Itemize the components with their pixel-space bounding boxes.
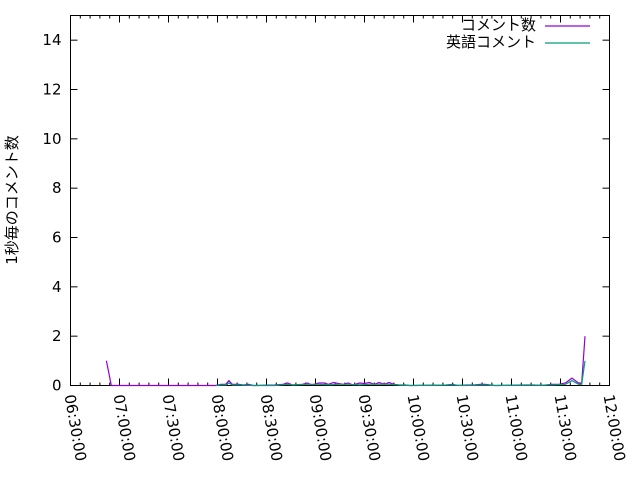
legend: コメント数 英語コメント: [446, 16, 590, 51]
x-tick-label: 10:30:00: [453, 393, 482, 462]
x-tick-label: 07:30:00: [159, 393, 188, 462]
x-tick-label: 11:00:00: [502, 393, 531, 462]
series-line-0: [105, 336, 586, 387]
x-tick-label: 11:30:00: [551, 393, 580, 462]
x-tick-label: 10:00:00: [404, 393, 433, 462]
y-axis-label: 1秒毎のコメント数: [3, 135, 21, 265]
y-tick-label: 2: [52, 327, 62, 345]
y-tick-label: 12: [42, 81, 61, 99]
y-tick-label: 14: [42, 31, 61, 49]
y-tick-label: 4: [52, 278, 62, 296]
x-tick-label: 08:00:00: [208, 393, 237, 462]
x-tick-label: 08:30:00: [257, 393, 286, 462]
y-tick-label: 6: [52, 229, 62, 247]
x-tick-label: 07:00:00: [110, 393, 139, 462]
series-lines: [105, 336, 586, 387]
plot-border: [70, 15, 610, 386]
x-tick-label: 09:00:00: [306, 393, 335, 462]
legend-label-1: 英語コメント: [446, 33, 536, 51]
legend-label-0: コメント数: [461, 16, 536, 34]
y-axis: 0 2 4 6 8 10 12 14: [42, 31, 610, 395]
series-line-1: [215, 360, 586, 387]
x-tick-label: 12:00:00: [600, 393, 629, 462]
y-tick-label: 0: [52, 377, 62, 395]
x-tick-label: 09:30:00: [355, 393, 384, 462]
y-tick-label: 8: [52, 179, 62, 197]
x-axis: 06:30:00 07:00:00 07:30:00 08:00:00 08:30:00…: [61, 15, 629, 463]
x-tick-label: 06:30:00: [61, 393, 90, 462]
y-tick-label: 10: [42, 130, 61, 148]
